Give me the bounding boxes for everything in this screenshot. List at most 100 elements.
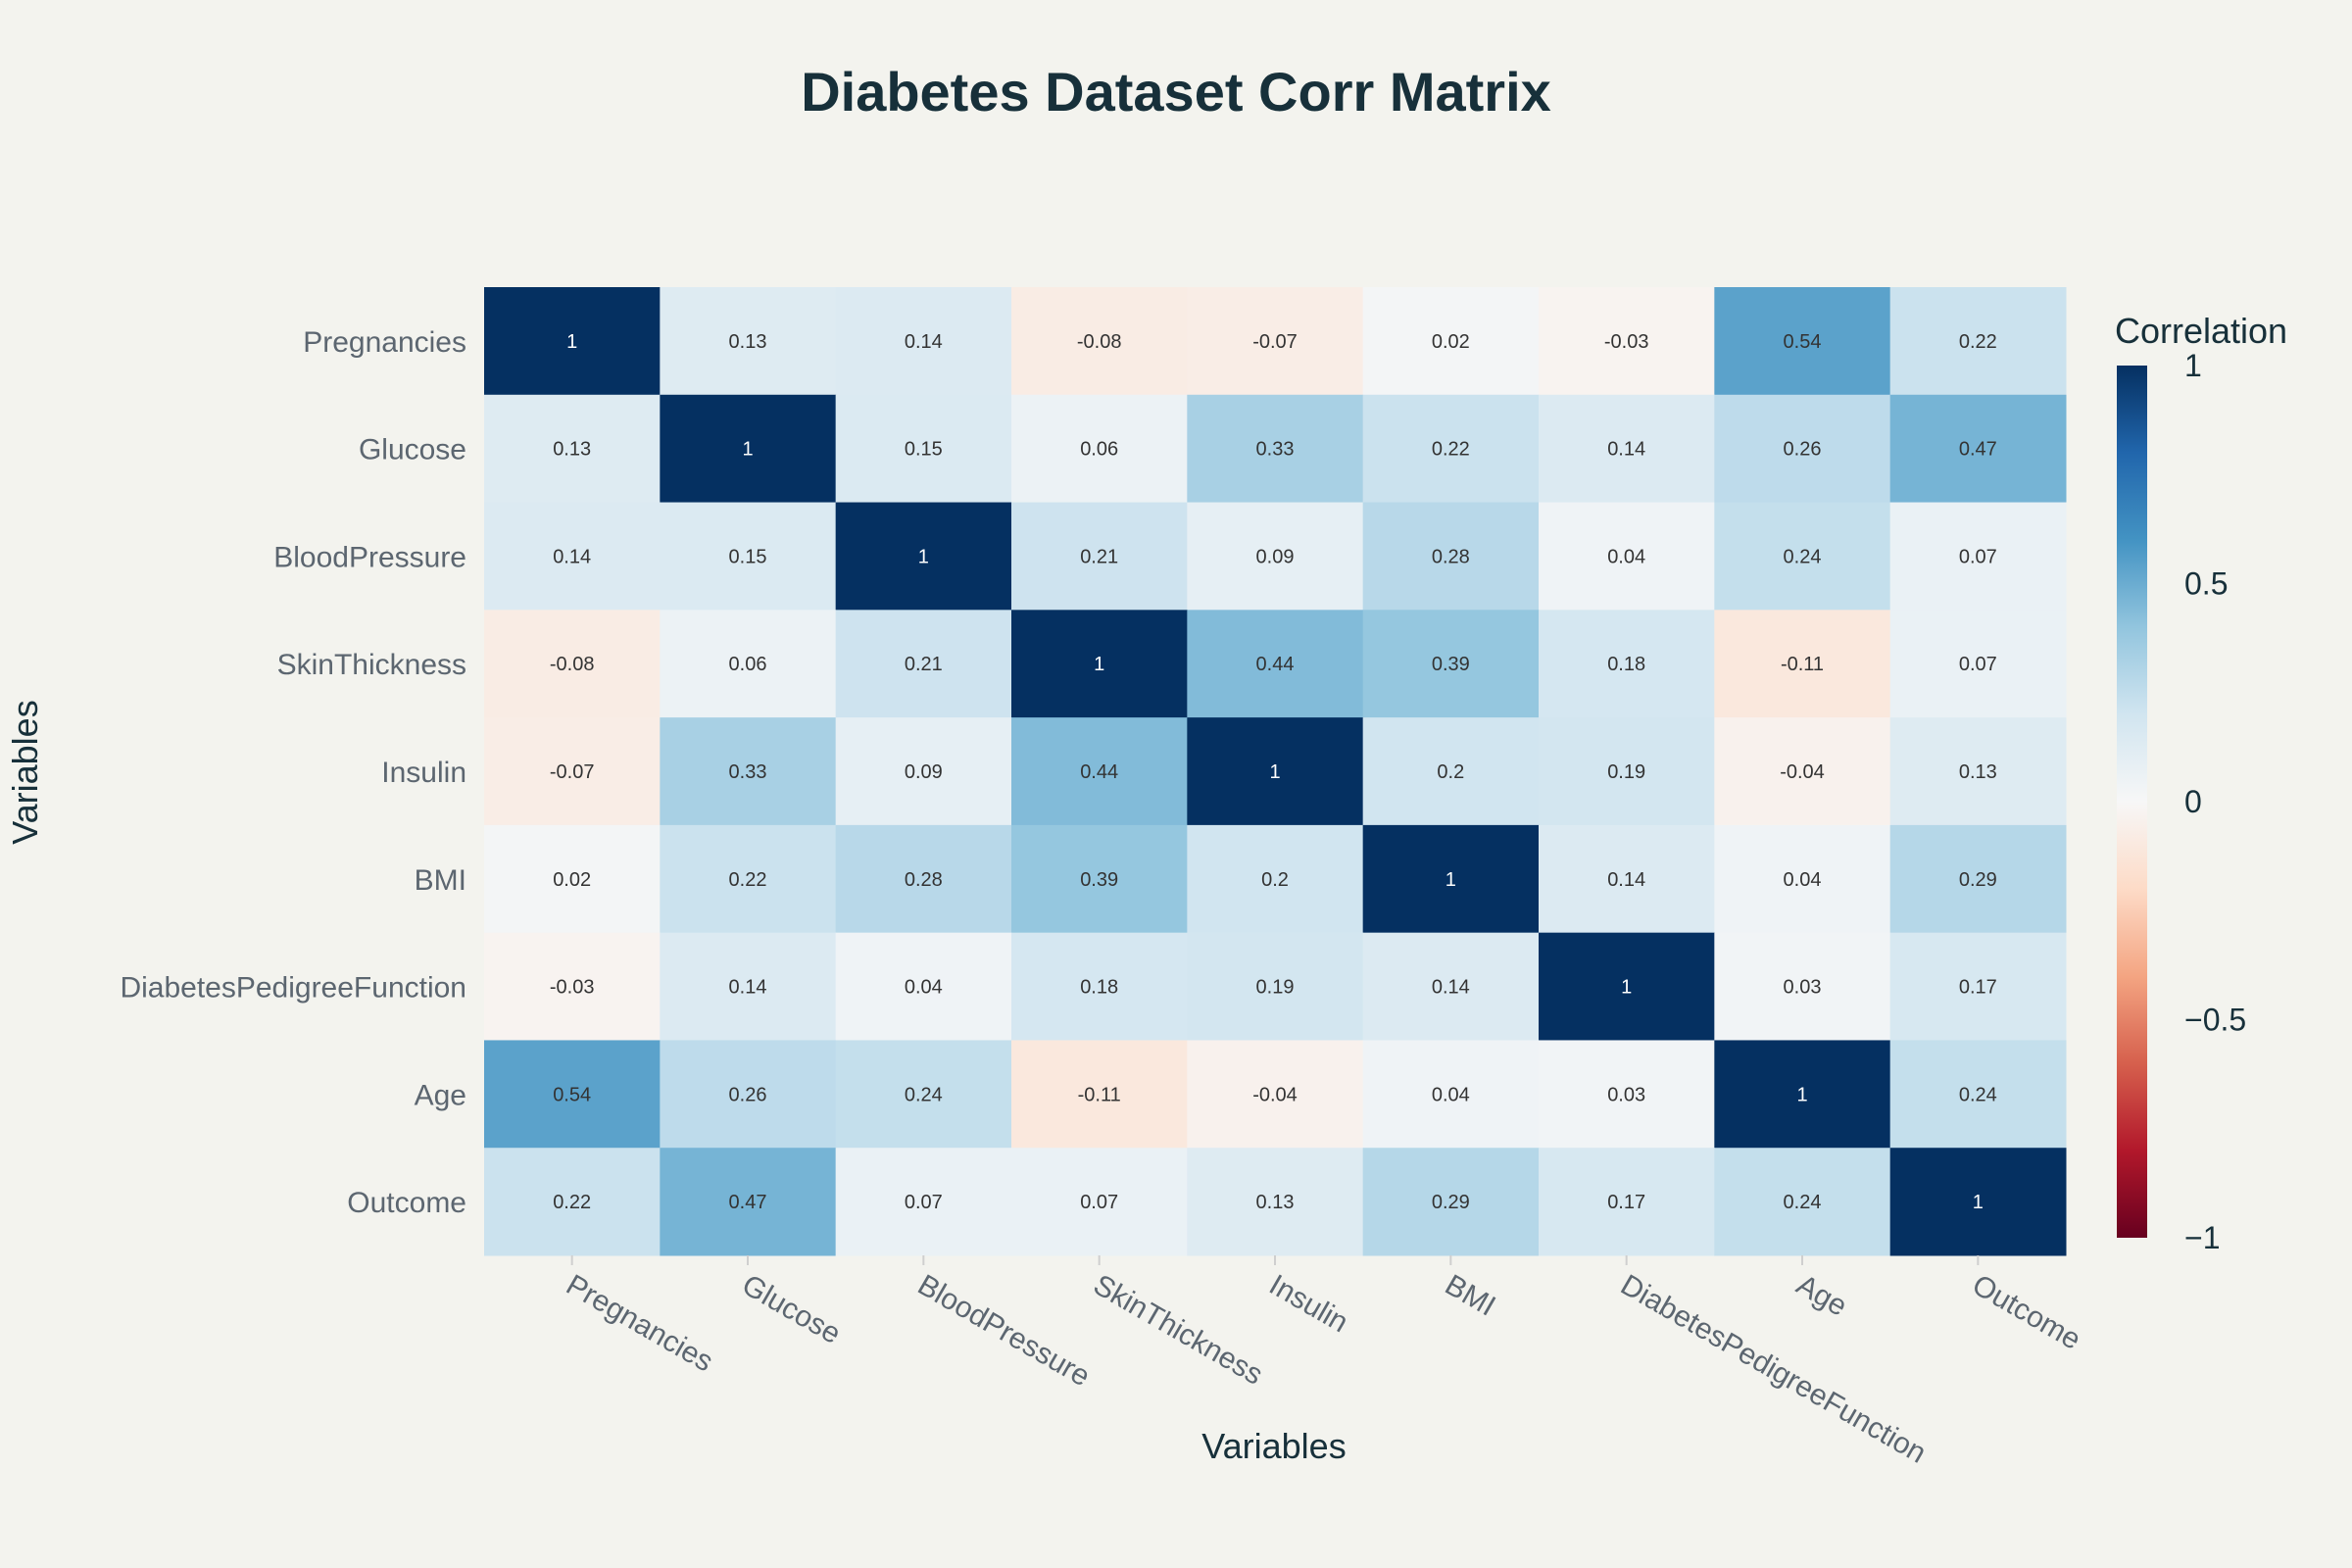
heatmap-cell: [835, 1040, 1012, 1149]
heatmap-cell: [1889, 1040, 2067, 1149]
heatmap-cell: [1011, 610, 1188, 718]
heatmap-cell: [484, 1040, 661, 1149]
heatmap-cell: [660, 824, 837, 934]
cell-value-label: 0.24: [1784, 1192, 1822, 1213]
heatmap-cell: [1362, 610, 1540, 718]
cell-value-label: 0.28: [1432, 546, 1470, 567]
cell-value-label: 1: [1621, 977, 1632, 999]
cell-value-label: -0.04: [1252, 1084, 1298, 1105]
heatmap-cell: [1011, 502, 1188, 611]
heatmap-cell: [1187, 1148, 1364, 1256]
heatmap-cell: [835, 394, 1012, 504]
heatmap-cell: [1714, 610, 1891, 718]
heatmap-cell: [1187, 502, 1364, 611]
cell-value-label: 0.02: [1432, 331, 1470, 353]
cell-value-label: 0.28: [905, 869, 943, 891]
cell-value-label: 0.04: [1784, 869, 1822, 891]
heatmap-cell: [835, 932, 1012, 1041]
colorbar-tick-label: 1: [2184, 348, 2202, 383]
heatmap-cell: [1362, 287, 1540, 396]
heatmap-cell: [1714, 1040, 1891, 1149]
heatmap-cell: [484, 1148, 661, 1256]
y-tick-label: BloodPressure: [273, 541, 466, 573]
heatmap-cell: [835, 502, 1012, 611]
heatmap-cell: [484, 932, 661, 1041]
colorbar-gradient: [2117, 366, 2147, 1238]
cell-value-label: 0.26: [729, 1084, 767, 1105]
heatmap-cell: [835, 717, 1012, 826]
cell-value-label: 0.15: [905, 439, 943, 461]
heatmap-cell: [1187, 1040, 1364, 1149]
colorbar-tick-label: −0.5: [2184, 1003, 2246, 1038]
chart-title: Diabetes Dataset Corr Matrix: [801, 61, 1551, 122]
heatmap-cell: [1889, 610, 2067, 718]
heatmap-cell: [1187, 610, 1364, 718]
cell-value-label: 0.2: [1437, 761, 1464, 783]
cell-value-label: 0.14: [729, 977, 767, 999]
y-axis-title: Variables: [5, 700, 45, 844]
cell-value-label: 0.22: [1432, 439, 1470, 461]
heatmap-cell: [660, 610, 837, 718]
heatmap-cell: [1539, 287, 1715, 396]
heatmap-cell: [1011, 824, 1188, 934]
cell-value-label: 1: [742, 439, 753, 461]
cell-value-label: 0.13: [1256, 1192, 1295, 1213]
heatmap-cell: [660, 1148, 837, 1256]
heatmap-cell: [484, 394, 661, 504]
heatmap-cell: [1714, 287, 1891, 396]
cell-value-label: 1: [1094, 654, 1104, 675]
cell-value-label: -0.03: [550, 977, 595, 999]
heatmap-cell: [660, 287, 837, 396]
cell-value-label: 1: [1796, 1084, 1807, 1105]
heatmap-cell: [1714, 394, 1891, 504]
heatmap-cell: [484, 502, 661, 611]
y-tick-label: SkinThickness: [277, 649, 466, 681]
cell-value-label: 0.29: [1959, 869, 1997, 891]
heatmap-cell-labels: 1 0.13 0.14 -0.08 -0.07 0.02 -0.03 0.54 0.22 0.13…: [550, 331, 1997, 1213]
cell-value-label: 0.21: [905, 654, 943, 675]
cell-value-label: 0.07: [1959, 654, 1997, 675]
cell-value-label: 1: [1446, 869, 1456, 891]
heatmap-cell: [1539, 394, 1715, 504]
heatmap-cell: [484, 610, 661, 718]
colorbar-tick-label: −1: [2184, 1220, 2220, 1255]
cell-value-label: -0.04: [1780, 761, 1825, 783]
cell-value-label: 0.09: [1256, 546, 1295, 567]
cell-value-label: 0.44: [1080, 761, 1118, 783]
heatmap-cell: [1362, 824, 1540, 934]
cell-value-label: 0.44: [1256, 654, 1295, 675]
heatmap-cell: [1011, 932, 1188, 1041]
cell-value-label: 0.19: [1256, 977, 1295, 999]
heatmap-cell: [1539, 824, 1715, 934]
cell-value-label: 0.14: [553, 546, 591, 567]
colorbar: Correlation 1 0.5 0 −0.5 −1: [2115, 311, 2287, 1255]
cell-value-label: 0.14: [1607, 439, 1645, 461]
cell-value-label: 0.06: [1080, 439, 1118, 461]
cell-value-label: 0.03: [1784, 977, 1822, 999]
heatmap-cell: [1362, 502, 1540, 611]
heatmap-cell: [1011, 717, 1188, 826]
cell-value-label: 0.04: [905, 977, 943, 999]
heatmap-cell: [1889, 394, 2067, 504]
heatmap-cell: [1714, 717, 1891, 826]
colorbar-tick-label: 0.5: [2184, 566, 2228, 602]
cell-value-label: 0.17: [1959, 977, 1997, 999]
cell-value-label: 0.15: [729, 546, 767, 567]
cell-value-label: 0.24: [905, 1084, 943, 1105]
heatmap-cell: [835, 610, 1012, 718]
heatmap-cell: [1011, 287, 1188, 396]
heatmap-cell: [1539, 1148, 1715, 1256]
heatmap-cell: [1187, 717, 1364, 826]
cell-value-label: 0.47: [1959, 439, 1997, 461]
heatmap-cell: [1362, 1148, 1540, 1256]
heatmap-cell: [1539, 717, 1715, 826]
x-axis-title: Variables: [1201, 1426, 1346, 1466]
y-tick-label: Insulin: [381, 757, 466, 789]
heatmap-cell: [1889, 287, 2067, 396]
heatmap-cell: [1011, 1040, 1188, 1149]
heatmap-cell: [1539, 932, 1715, 1041]
cell-value-label: 0.07: [1959, 546, 1997, 567]
y-tick-label: BMI: [415, 864, 466, 897]
cell-value-label: 0.13: [1959, 761, 1997, 783]
cell-value-label: -0.07: [550, 761, 595, 783]
